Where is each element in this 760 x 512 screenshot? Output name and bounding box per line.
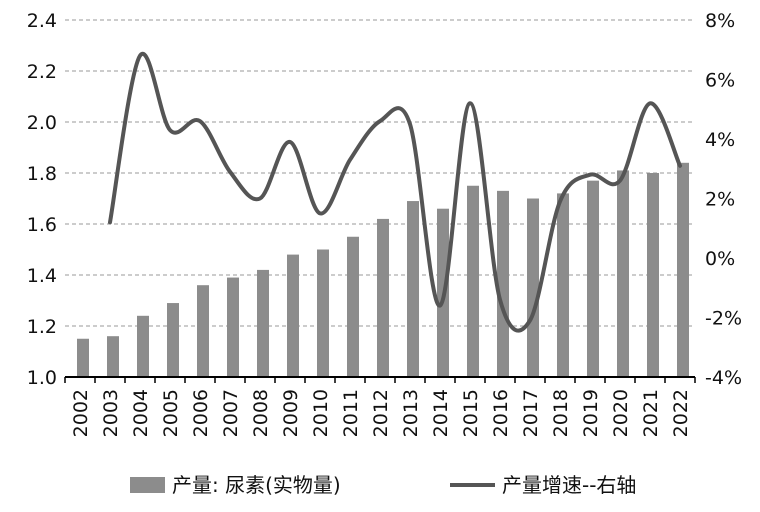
- y-left-tick-label: 1.6: [27, 214, 57, 236]
- x-tick-label: 2002: [70, 389, 92, 437]
- growth-rate-line: [108, 51, 682, 333]
- legend-line-label: 产量增速--右轴: [502, 473, 636, 497]
- bar-2007: [227, 277, 239, 377]
- x-tick-label: 2005: [160, 389, 182, 437]
- bar-2013: [407, 201, 419, 377]
- x-tick-label: 2009: [280, 389, 302, 437]
- bar-2008: [257, 269, 269, 377]
- x-tick-label: 2015: [460, 389, 482, 437]
- bar-2005: [167, 303, 179, 377]
- x-tick-label: 2007: [220, 389, 242, 437]
- bar-2011: [347, 236, 359, 377]
- y-left-tick-label: 2.2: [27, 61, 57, 83]
- x-tick-label: 2019: [580, 389, 602, 437]
- x-tick-label: 2021: [640, 389, 662, 437]
- y-right-tick-label: 6%: [705, 70, 735, 92]
- bar-2009: [287, 254, 299, 377]
- x-tick-label: 2013: [400, 389, 422, 437]
- y-right-tick-label: 2%: [705, 189, 735, 211]
- y-left-tick-label: 1.4: [27, 265, 57, 287]
- x-tick-label: 2008: [250, 389, 272, 437]
- bar-2018: [557, 193, 569, 377]
- y-left-tick-label: 2.4: [27, 10, 57, 32]
- x-tick-label: 2010: [310, 389, 332, 437]
- x-tick-label: 2020: [610, 389, 632, 437]
- x-tick-label: 2022: [670, 389, 692, 437]
- bar-2022: [677, 162, 689, 377]
- y-left-tick-label: 2.0: [27, 112, 57, 134]
- x-tick-label: 2018: [550, 389, 572, 437]
- bar-2017: [527, 198, 539, 377]
- bar-2003: [107, 336, 119, 377]
- bar-2021: [647, 173, 659, 377]
- bar-2010: [317, 249, 329, 377]
- bar-2006: [197, 285, 209, 377]
- bar-2012: [377, 218, 389, 377]
- x-tick-label: 2006: [190, 389, 212, 437]
- x-tick-label: 2017: [520, 389, 542, 437]
- legend-bar-label: 产量: 尿素(实物量): [172, 473, 341, 497]
- y-right-tick-label: -2%: [705, 308, 742, 330]
- y-right-tick-label: 4%: [705, 129, 735, 151]
- x-tick-label: 2011: [340, 389, 362, 437]
- bar-2004: [137, 315, 149, 377]
- bar-2016: [497, 190, 509, 377]
- y-left-tick-label: 1.8: [27, 163, 57, 185]
- x-tick-label: 2004: [130, 389, 152, 437]
- x-tick-label: 2003: [100, 389, 122, 437]
- x-tick-label: 2012: [370, 389, 392, 437]
- x-tick-label: 2016: [490, 389, 512, 437]
- bar-2019: [587, 180, 599, 377]
- bar-2020: [617, 170, 629, 377]
- y-right-tick-label: 8%: [705, 10, 735, 32]
- bar-2002: [77, 338, 89, 377]
- y-right-tick-label: -4%: [705, 367, 742, 389]
- y-right-tick-label: 0%: [705, 248, 735, 270]
- x-tick-label: 2014: [430, 389, 452, 437]
- y-left-tick-label: 1.2: [27, 316, 57, 338]
- y-left-tick-label: 1.0: [27, 367, 57, 389]
- bar-2015: [467, 185, 479, 377]
- legend-bar-swatch: [130, 477, 165, 493]
